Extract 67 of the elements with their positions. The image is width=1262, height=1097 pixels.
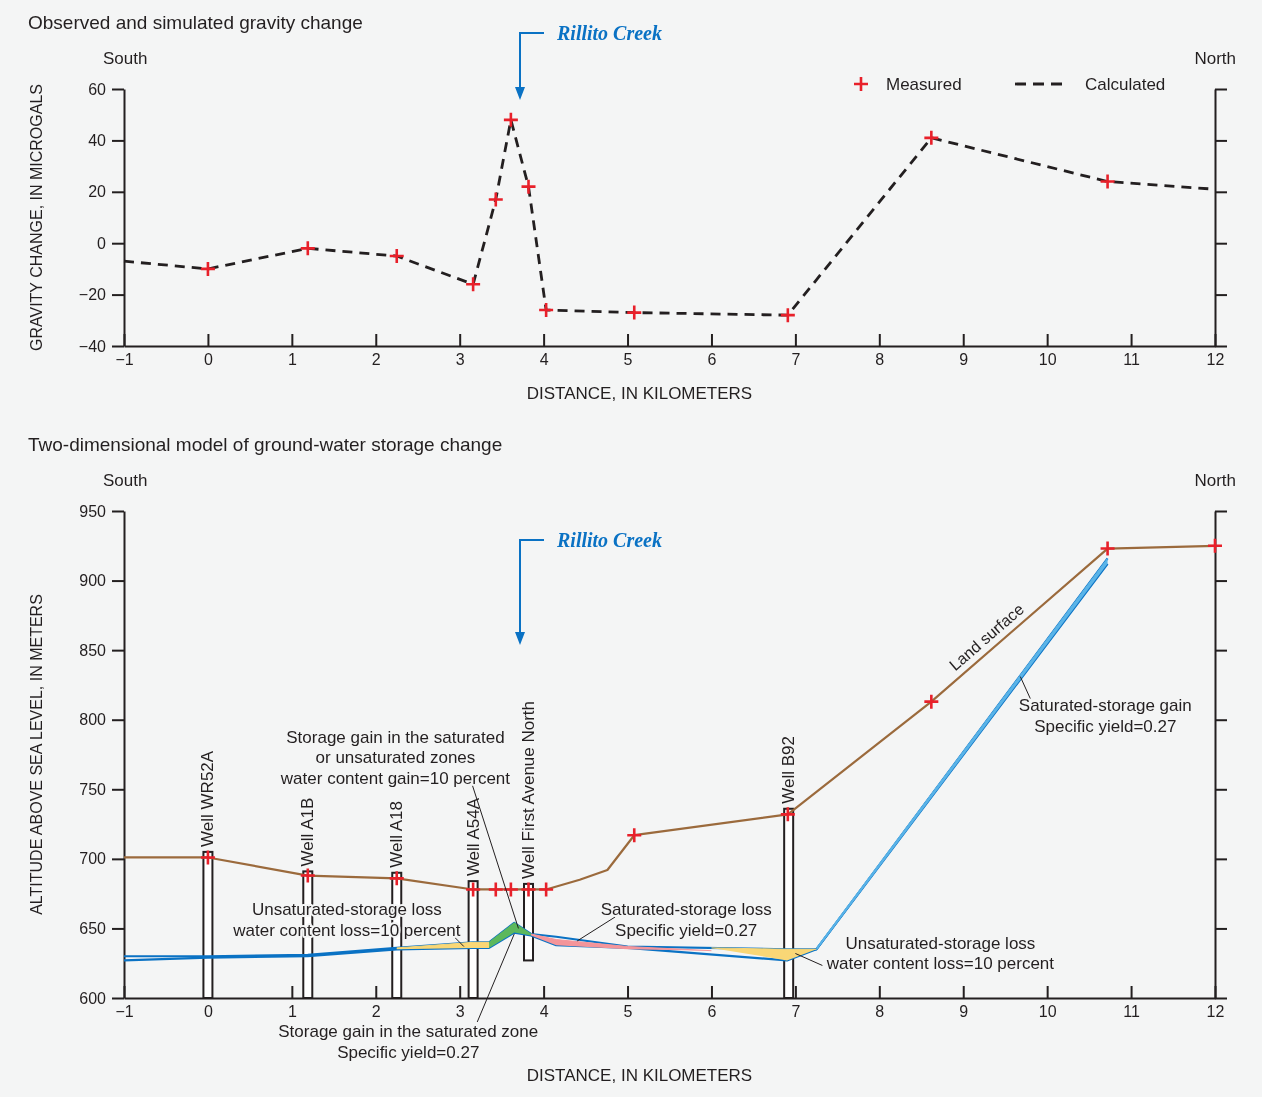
x-tick-label: 6 [707, 351, 717, 369]
annotation: Storage gain in the saturated zone Specific yield=0.27 [278, 1022, 539, 1062]
x-tick-label: 3 [455, 351, 465, 369]
y-tick-label: 750 [79, 780, 107, 798]
text: South [103, 49, 148, 68]
text: North [1194, 471, 1236, 490]
x-tick-label: 5 [623, 1003, 633, 1021]
annotation: Well B92 [779, 736, 799, 804]
x-tick-label: 9 [959, 351, 969, 369]
x-tick-label: 2 [371, 351, 381, 369]
x-axis-title: DISTANCE, IN KILOMETERS [526, 1066, 753, 1085]
annotation: Saturated-storage loss Specific yield=0.27 [600, 900, 772, 940]
y-tick-label: 40 [88, 132, 107, 150]
x-tick-label: 6 [707, 1003, 717, 1021]
chart-title: Two-dimensional model of ground-water storage change [28, 434, 503, 455]
x-tick-label: 1 [287, 351, 297, 369]
x-tick-label: 4 [539, 351, 549, 369]
x-axis-title: DISTANCE, IN KILOMETERS [526, 384, 753, 403]
y-tick-label: 650 [79, 920, 107, 938]
y-tick-label: 800 [79, 711, 107, 729]
x-tick-label: 0 [203, 351, 213, 369]
y-tick-label: 0 [97, 234, 107, 252]
x-tick-label: 8 [875, 351, 885, 369]
x-tick-label: 1 [287, 1003, 297, 1021]
y-tick-label: 700 [79, 850, 107, 868]
annotation: Storage gain in the saturated or unsaturated zones water content gain=10 percent [279, 727, 511, 788]
annotation: Well WR52A [198, 750, 218, 847]
annotation: Well A1B [298, 797, 318, 867]
annotation: Well A54A [463, 797, 483, 877]
y-tick-label: −40 [78, 337, 107, 355]
y-tick-label: 600 [79, 989, 107, 1007]
x-tick-label: 12 [1206, 351, 1225, 369]
x-tick-label: 9 [959, 1003, 969, 1021]
legend-label: Measured [886, 74, 962, 94]
y-tick-label: 20 [88, 183, 107, 201]
y-axis-title: ALTITUDE ABOVE SEA LEVEL, IN METERS [28, 594, 45, 915]
x-tick-label: −1 [115, 1003, 134, 1021]
annotation: Unsaturated-storage loss water content loss=10 percent [825, 933, 1055, 974]
y-tick-label: 60 [88, 80, 107, 98]
x-tick-label: 3 [455, 1003, 465, 1021]
y-tick-label: −20 [78, 286, 107, 304]
annotation: Rillito Creek [556, 529, 662, 551]
y-axis-title: GRAVITY CHANGE, IN MICROGALS [28, 83, 45, 352]
y-tick-label: 950 [79, 502, 107, 520]
x-tick-label: 4 [539, 1003, 549, 1021]
annotation: Well First Avenue North [519, 700, 539, 879]
text: Rillito Creek [556, 22, 662, 44]
x-tick-label: 7 [791, 351, 801, 369]
y-tick-label: 900 [79, 572, 107, 590]
x-tick-label: 11 [1123, 351, 1140, 369]
x-tick-label: 7 [791, 1003, 801, 1021]
y-tick-label: 850 [79, 641, 107, 659]
text: South [103, 471, 148, 490]
x-tick-label: 2 [371, 1003, 381, 1021]
x-tick-label: 12 [1206, 1003, 1225, 1021]
text: North [1194, 49, 1236, 68]
x-tick-label: 5 [623, 351, 633, 369]
x-tick-label: 8 [875, 1003, 885, 1021]
x-tick-label: 10 [1038, 1003, 1057, 1021]
legend-label: Calculated [1085, 74, 1166, 94]
annotation: Well A18 [387, 800, 407, 868]
x-tick-label: 10 [1038, 351, 1057, 369]
x-tick-label: −1 [115, 351, 134, 369]
chart-title: Observed and simulated gravity change [28, 12, 363, 33]
x-tick-label: 0 [203, 1003, 213, 1021]
x-tick-label: 11 [1123, 1003, 1140, 1021]
annotation: Saturated-storage gain Specific yield=0.27 [1018, 696, 1192, 736]
